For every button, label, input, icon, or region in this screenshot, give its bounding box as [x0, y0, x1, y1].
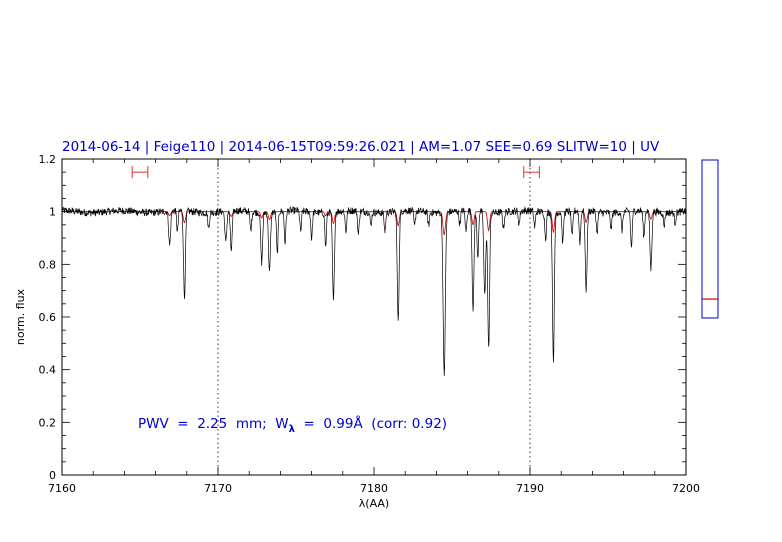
- x-tick-label: 7180: [360, 482, 388, 495]
- side-gauge: [701, 159, 719, 319]
- plot-area: [61, 158, 687, 476]
- x-axis-label: λ(AA): [359, 497, 389, 510]
- interval-marker: [523, 166, 540, 179]
- x-tick-label: 7160: [48, 482, 76, 495]
- x-tick-label: 7190: [516, 482, 544, 495]
- observed-spectrum-line: [61, 205, 687, 376]
- annotation-subscript: λ: [289, 424, 296, 435]
- y-tick-label: 1: [49, 206, 56, 219]
- y-tick-label: 0: [49, 469, 56, 482]
- y-tick-label: 0.6: [39, 311, 57, 324]
- axis-ticks: [61, 158, 687, 476]
- y-axis-label: norm. flux: [14, 288, 27, 345]
- gauge-frame: [701, 159, 719, 319]
- x-tick-label: 7170: [204, 482, 232, 495]
- pwv-annotation: PWV = 2.25 mm; Wλ = 0.99Å (corr: 0.92): [138, 415, 447, 435]
- model-spectrum-line: [62, 211, 686, 236]
- annotation-main-text: PWV = 2.25 mm; W: [138, 416, 289, 432]
- chart-title: 2014-06-14 | Feige110 | 2014-06-15T09:59…: [62, 139, 660, 155]
- y-tick-label: 0.2: [39, 416, 57, 429]
- interval-marker: [131, 166, 149, 179]
- y-tick-label: 0.8: [39, 258, 57, 271]
- annotation-value-text: = 0.99Å (corr: 0.92): [295, 415, 447, 432]
- x-tick-label: 7200: [672, 482, 700, 495]
- y-tick-label: 1.2: [39, 153, 57, 166]
- y-tick-label: 0.4: [39, 364, 57, 377]
